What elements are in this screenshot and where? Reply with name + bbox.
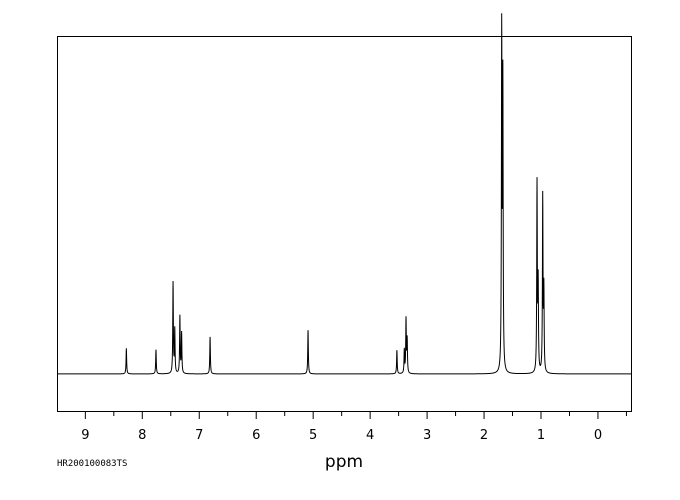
tick-label: 5 [309,428,317,443]
plot-frame [57,36,632,412]
tick-label: 1 [537,428,545,443]
tick-label: 0 [594,428,602,443]
tick-label: 2 [480,428,488,443]
tick-label: 7 [195,428,203,443]
tick-label: 8 [138,428,146,443]
tick-label: 3 [423,428,431,443]
sample-id-label: HR200100083TS [57,459,127,469]
x-axis-ticks [84,411,627,419]
tick-label: 4 [366,428,374,443]
x-axis-label: ppm [325,452,363,472]
x-axis-tick-labels: 9 8 7 6 5 4 3 2 1 0 [81,428,602,443]
spectrum-trace [58,13,631,375]
tick-label: 6 [252,428,260,443]
tick-label: 9 [81,428,89,443]
